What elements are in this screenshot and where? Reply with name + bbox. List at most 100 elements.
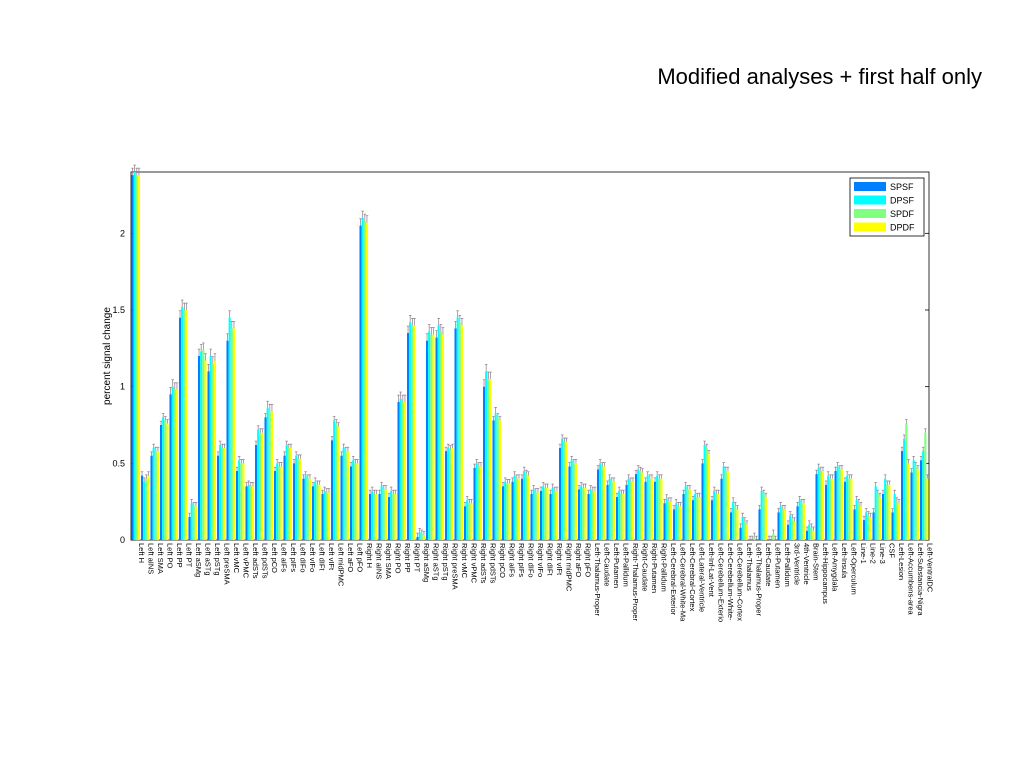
x-tick-label: Right aINS xyxy=(374,543,383,579)
bar-dpdf xyxy=(783,509,787,540)
x-tick-label: Left-Thalamus-Proper xyxy=(754,543,763,616)
x-tick-label: Right pFO xyxy=(583,543,592,577)
bar-dpsf xyxy=(466,500,469,540)
bar-dpsf xyxy=(561,438,564,540)
bar-spsf xyxy=(197,356,201,540)
bar-spsf xyxy=(568,466,571,540)
x-tick-label: Left-Cerebral-Exterior xyxy=(669,543,678,616)
bar-spdf xyxy=(354,463,357,540)
bar-spdf xyxy=(867,515,870,540)
bar-dpsf xyxy=(779,506,782,540)
x-tick-label: Right H xyxy=(365,543,374,568)
bar-dpsf xyxy=(874,486,877,540)
plot-frame xyxy=(130,171,930,541)
bar-dpsf xyxy=(475,463,478,540)
bar-dpdf xyxy=(194,506,198,540)
x-tick-label: Right preSMA xyxy=(450,543,459,590)
x-tick-label: Right-Putamen xyxy=(650,543,659,593)
bar-dpdf xyxy=(802,503,806,540)
bar-spsf xyxy=(596,469,600,540)
bar-dpsf xyxy=(418,532,421,540)
y-tick-label: 1.5 xyxy=(112,305,125,315)
bar-dpdf xyxy=(631,481,635,540)
bar-dpdf xyxy=(565,441,568,540)
bar-dpsf xyxy=(171,386,174,540)
x-tick-label: Left aSMg xyxy=(194,543,203,577)
x-tick-label: Left-Cerebellum-Exterio xyxy=(716,543,725,622)
bar-spdf xyxy=(800,503,803,540)
bar-dpdf xyxy=(612,481,616,540)
bar-dpdf xyxy=(907,463,910,540)
x-tick-label: Left-Hippocampus xyxy=(821,543,830,604)
x-tick-label: Right vPMC xyxy=(469,543,478,584)
bar-spsf xyxy=(349,466,353,540)
bar-spdf xyxy=(658,478,661,540)
bar-spsf xyxy=(340,455,343,540)
bar-dpsf xyxy=(817,467,820,540)
bar-spsf xyxy=(625,484,628,540)
bar-spdf xyxy=(686,489,689,540)
bar-spsf xyxy=(691,500,695,540)
bar-spsf xyxy=(862,520,866,540)
bar-dpdf xyxy=(337,426,340,540)
bar-dpdf xyxy=(498,420,502,540)
legend-label-dpdf: DPDF xyxy=(890,223,915,233)
bar-spsf xyxy=(378,494,381,540)
bar-spsf xyxy=(805,530,809,540)
bar-spdf xyxy=(743,521,746,540)
bar-spsf xyxy=(292,463,296,540)
bar-spsf xyxy=(701,463,704,540)
bar-dpsf xyxy=(485,371,488,540)
bar-dpdf xyxy=(175,389,179,540)
bar-spdf xyxy=(515,478,518,540)
x-tick-label: Right aFO xyxy=(574,543,583,577)
bar-spsf xyxy=(758,509,761,540)
bar-dpdf xyxy=(299,458,302,540)
x-tick-label: Left aSTg xyxy=(203,543,212,576)
bar-dpdf xyxy=(622,494,625,540)
bar-spsf xyxy=(368,494,372,540)
bar-dpsf xyxy=(361,218,364,540)
bar-dpsf xyxy=(200,351,203,540)
bar-spdf xyxy=(544,487,547,540)
bar-dpdf xyxy=(707,454,711,540)
bar-dpsf xyxy=(599,463,602,540)
bar-spsf xyxy=(577,489,581,540)
bar-spsf xyxy=(321,494,324,540)
bar-spdf xyxy=(905,423,908,540)
bar-dpdf xyxy=(717,494,720,540)
bar-dpdf xyxy=(270,411,274,540)
bar-dpdf xyxy=(489,379,492,540)
bar-dpsf xyxy=(922,451,925,540)
bar-dpsf xyxy=(732,501,735,540)
bar-spsf xyxy=(615,497,619,540)
bar-dpdf xyxy=(441,334,445,540)
bar-spsf xyxy=(273,471,277,540)
bar-spsf xyxy=(824,484,828,540)
bar-spsf xyxy=(254,444,258,540)
bar-dpdf xyxy=(546,487,549,540)
bar-spsf xyxy=(311,486,315,540)
bar-spdf xyxy=(525,474,528,540)
bar-dpdf xyxy=(346,451,350,540)
bar-spdf xyxy=(173,389,176,540)
bar-spdf xyxy=(430,334,433,540)
bar-dpdf xyxy=(821,471,825,540)
bar-spdf xyxy=(164,420,167,540)
bar-dpsf xyxy=(447,448,450,540)
x-tick-label: Line-3 xyxy=(878,543,887,564)
bar-dpdf xyxy=(527,475,530,540)
bar-spdf xyxy=(306,478,309,540)
bar-spdf xyxy=(639,471,642,540)
x-tick-label: 4th-Ventricle xyxy=(802,543,811,585)
bar-dpsf xyxy=(713,490,716,540)
bar-dpdf xyxy=(375,494,378,540)
bar-dpsf xyxy=(608,478,611,540)
bar-spsf xyxy=(558,448,562,540)
bar-dpsf xyxy=(684,486,687,540)
bar-spsf xyxy=(843,481,847,540)
bar-spsf xyxy=(587,494,590,540)
x-tick-label: Left-Cerebral-White-Ma xyxy=(678,543,687,622)
bar-spsf xyxy=(900,451,904,540)
bar-dpsf xyxy=(618,490,621,540)
